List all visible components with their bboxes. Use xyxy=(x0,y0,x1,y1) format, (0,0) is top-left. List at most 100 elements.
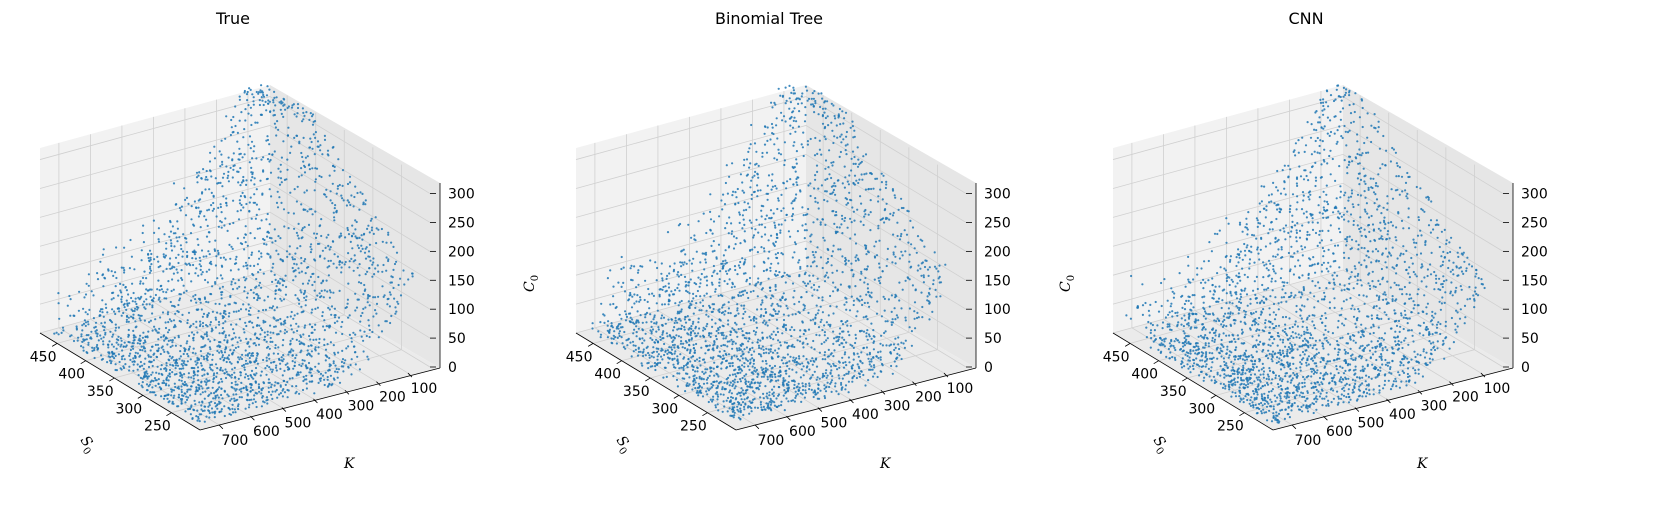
scatter-point xyxy=(244,354,247,357)
scatter-point xyxy=(274,346,277,350)
scatter-point xyxy=(927,291,930,295)
scatter-point xyxy=(739,242,742,245)
scatter-point xyxy=(208,188,211,191)
scatter-point xyxy=(859,330,862,333)
scatter-point xyxy=(823,334,826,337)
scatter-point xyxy=(238,202,242,205)
scatter-point xyxy=(824,159,828,162)
scatter-point xyxy=(347,316,350,319)
scatter-point xyxy=(879,276,882,279)
scatter-point xyxy=(725,399,728,402)
scatter-point xyxy=(776,330,780,334)
scatter-point xyxy=(155,355,158,358)
scatter-point xyxy=(114,323,117,326)
scatter-point xyxy=(234,258,237,261)
scatter-point xyxy=(154,379,157,382)
scatter-point xyxy=(202,312,206,315)
scatter-point xyxy=(693,351,696,354)
scatter-point xyxy=(634,344,637,347)
scatter-point xyxy=(758,384,761,388)
scatter-point xyxy=(624,310,627,313)
scatter-point xyxy=(827,276,830,279)
scatter-point xyxy=(274,344,277,347)
scatter-point xyxy=(139,354,142,357)
scatter-point xyxy=(760,406,763,409)
grid-k-floor-2 xyxy=(121,310,283,408)
scatter-point xyxy=(698,285,701,288)
scatter-point xyxy=(900,197,903,200)
scatter-point xyxy=(866,329,869,332)
scatter-point xyxy=(774,240,777,243)
scatter-point xyxy=(85,282,88,285)
scatter-point xyxy=(214,239,217,242)
scatter-point xyxy=(902,342,905,345)
scatter-point xyxy=(271,397,274,400)
scatter-point xyxy=(756,341,759,344)
scatter-point xyxy=(824,390,828,393)
scatter-point xyxy=(232,278,235,281)
scatter-point xyxy=(278,183,282,186)
scatter-point xyxy=(332,291,335,294)
scatter-point xyxy=(672,339,675,342)
scatter-point xyxy=(131,282,134,285)
scatter-point xyxy=(103,329,106,332)
scatter-point xyxy=(851,206,854,209)
scatter-point xyxy=(151,304,154,307)
scatter-point xyxy=(199,393,202,396)
scatter-point xyxy=(181,278,184,281)
scatter-point xyxy=(683,356,686,359)
scatter-point xyxy=(839,283,842,286)
scatter-point xyxy=(266,85,269,88)
scatter-point xyxy=(919,267,922,270)
scatter-point xyxy=(291,256,294,259)
scatter-point xyxy=(137,306,140,309)
scatter-point xyxy=(195,363,198,366)
scatter-point xyxy=(242,180,245,183)
scatter-point xyxy=(140,295,143,298)
scatter-point xyxy=(681,346,684,349)
scatter-point xyxy=(180,205,183,208)
scatter-point xyxy=(372,261,375,264)
scatter-point xyxy=(832,244,835,247)
scatter-point xyxy=(230,338,233,341)
scatter-point xyxy=(332,362,335,365)
scatter-point xyxy=(786,390,790,393)
scatter-point xyxy=(225,115,228,118)
scatter-point xyxy=(111,350,114,353)
scatter-point xyxy=(278,196,281,199)
scatter-point xyxy=(106,361,109,364)
scatter-point xyxy=(252,150,255,153)
scatter-point xyxy=(136,308,139,311)
scatter-point xyxy=(195,267,198,270)
scatter-point xyxy=(693,349,697,352)
scatter-point xyxy=(668,293,671,296)
scatter-point xyxy=(229,399,232,402)
scatter-point xyxy=(801,388,805,392)
scatter-point xyxy=(147,252,150,256)
scatter-point xyxy=(721,208,724,211)
scatter-point xyxy=(151,345,154,348)
scatter-point xyxy=(707,389,710,392)
scatter-point xyxy=(838,361,841,364)
scatter-point xyxy=(795,394,798,397)
scatter-point xyxy=(207,338,210,341)
scatter-point xyxy=(319,144,322,147)
scatter-point xyxy=(698,356,701,359)
scatter-point xyxy=(252,103,255,106)
scatter-point xyxy=(880,315,883,318)
scatter-point xyxy=(328,324,331,327)
scatter-point xyxy=(231,353,234,356)
scatter-point xyxy=(339,232,342,235)
scatter-point xyxy=(809,319,812,322)
grid-z-6 xyxy=(39,96,431,194)
scatter-point xyxy=(302,118,305,121)
scatter-point xyxy=(146,289,149,292)
scatter-point xyxy=(248,201,251,204)
scatter-point xyxy=(844,111,848,114)
scatter-point xyxy=(110,298,113,301)
scatter-point xyxy=(123,306,126,309)
scatter-point xyxy=(268,143,271,146)
scatter-point xyxy=(872,341,875,344)
scatter-point xyxy=(230,126,233,129)
scatter-point xyxy=(682,368,685,372)
